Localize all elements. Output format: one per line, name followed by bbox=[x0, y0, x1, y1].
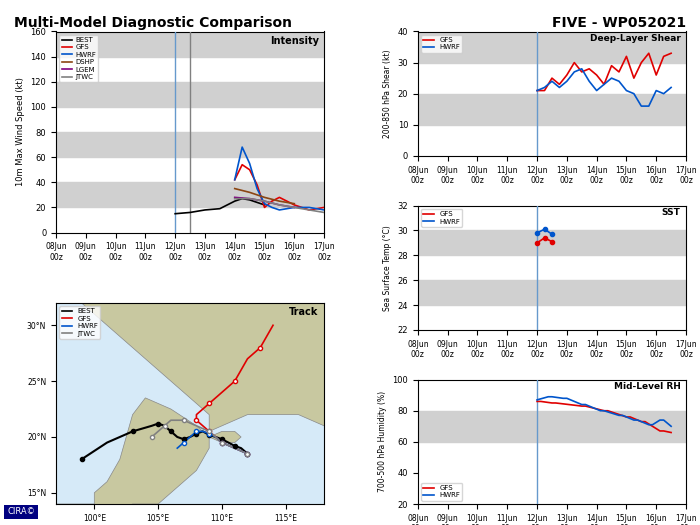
Bar bbox=[56, 82, 324, 107]
Polygon shape bbox=[56, 303, 209, 525]
Polygon shape bbox=[209, 432, 241, 443]
Text: SST: SST bbox=[662, 208, 680, 217]
Text: Multi-Model Diagnostic Comparison: Multi-Model Diagnostic Comparison bbox=[14, 16, 292, 30]
Bar bbox=[56, 182, 324, 207]
Legend: GFS, HWRF: GFS, HWRF bbox=[421, 35, 463, 52]
Text: Track: Track bbox=[289, 307, 318, 317]
Y-axis label: 200-850 hPa Shear (kt): 200-850 hPa Shear (kt) bbox=[383, 49, 392, 138]
Y-axis label: Sea Surface Temp (°C): Sea Surface Temp (°C) bbox=[383, 225, 392, 311]
Bar bbox=[418, 230, 686, 255]
Bar bbox=[56, 132, 324, 157]
Bar bbox=[418, 32, 686, 62]
Text: CIRA©: CIRA© bbox=[7, 508, 35, 517]
Y-axis label: 10m Max Wind Speed (kt): 10m Max Wind Speed (kt) bbox=[16, 78, 25, 186]
Bar bbox=[418, 280, 686, 305]
Legend: GFS, HWRF: GFS, HWRF bbox=[421, 483, 463, 500]
Polygon shape bbox=[56, 303, 375, 437]
Text: FIVE - WP052021: FIVE - WP052021 bbox=[552, 16, 686, 30]
Legend: BEST, GFS, HWRF, JTWC: BEST, GFS, HWRF, JTWC bbox=[60, 307, 101, 339]
Text: Intensity: Intensity bbox=[270, 36, 318, 46]
Text: Deep-Layer Shear: Deep-Layer Shear bbox=[590, 34, 680, 43]
Bar bbox=[56, 32, 324, 57]
Bar bbox=[418, 93, 686, 125]
Text: Mid-Level RH: Mid-Level RH bbox=[614, 382, 680, 391]
Legend: BEST, GFS, HWRF, DSHP, LGEM, JTWC: BEST, GFS, HWRF, DSHP, LGEM, JTWC bbox=[60, 35, 99, 82]
Legend: GFS, HWRF: GFS, HWRF bbox=[421, 209, 463, 227]
Y-axis label: 700-500 hPa Humidity (%): 700-500 hPa Humidity (%) bbox=[378, 391, 387, 492]
Bar bbox=[418, 411, 686, 442]
